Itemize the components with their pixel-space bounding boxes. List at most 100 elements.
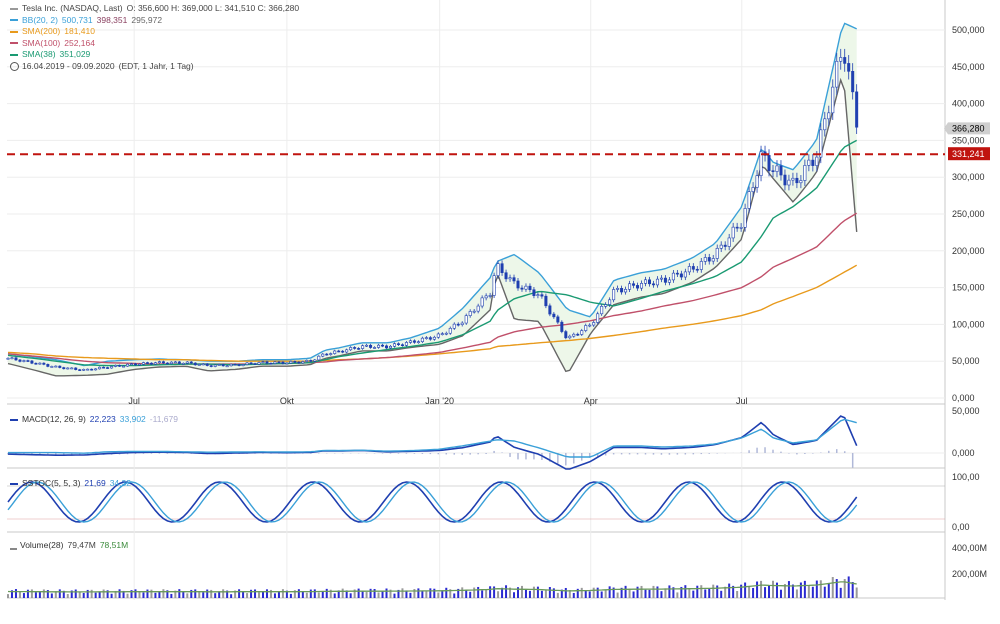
- volume-bar: [803, 580, 806, 598]
- volume-bar: [146, 589, 149, 598]
- volume-bar: [202, 592, 205, 598]
- price-candle: [432, 336, 436, 340]
- price-candle: [249, 362, 253, 365]
- price-candle: [691, 266, 695, 270]
- price-candle: [440, 333, 444, 335]
- price-candle: [201, 363, 205, 366]
- volume-bar: [564, 587, 567, 598]
- price-legend: Tesla Inc. (NASDAQ, Last) O: 356,600 H: 3…: [10, 3, 299, 72]
- price-candle: [34, 362, 38, 365]
- volume-bar: [86, 589, 89, 598]
- legend-sma38: SMA(38) 351,029: [10, 49, 299, 61]
- volume-bar: [772, 580, 774, 598]
- price-tick-label: 500,000: [952, 25, 985, 35]
- volume-bar: [138, 591, 141, 598]
- price-candle: [404, 342, 408, 346]
- price-candle: [727, 237, 731, 247]
- price-candle: [241, 364, 245, 366]
- bars-icon: [10, 541, 17, 551]
- price-candle: [377, 344, 381, 348]
- volume-bar: [254, 589, 257, 598]
- volume-bar: [417, 588, 420, 598]
- volume-bar: [142, 592, 145, 598]
- volume-bar: [676, 592, 679, 598]
- ohlc-values: O: 356,600 H: 369,000 L: 341,510 C: 366,…: [126, 3, 300, 13]
- volume-bar: [764, 587, 767, 598]
- price-candle: [564, 331, 568, 339]
- price-tick-label: 100,000: [952, 319, 985, 329]
- legend-sma200: SMA(200) 181,410: [10, 26, 299, 38]
- price-candle: [317, 355, 321, 361]
- price-candle: [118, 365, 122, 367]
- price-candle: [576, 333, 580, 336]
- sstoc-d-line: [7, 481, 858, 523]
- volume-bar: [692, 590, 695, 598]
- volume-bar: [787, 581, 790, 598]
- volume-bar: [823, 586, 826, 598]
- volume-bar: [453, 593, 456, 598]
- price-candle: [70, 367, 74, 370]
- volume-bar: [421, 591, 424, 598]
- volume-bar: [409, 592, 412, 598]
- time-tick-label: Apr: [584, 396, 598, 406]
- volume-bar: [728, 583, 731, 598]
- volume-bar: [66, 594, 69, 598]
- price-candle: [185, 361, 189, 364]
- volume-bar: [106, 590, 109, 598]
- price-candle: [659, 277, 663, 280]
- price-candle: [265, 361, 269, 364]
- price-candle: [743, 208, 747, 228]
- volume-bar: [799, 582, 802, 598]
- volume-bar: [397, 589, 400, 598]
- volume-tick-label: 400,00M: [952, 543, 987, 553]
- volume-bar: [752, 587, 755, 598]
- volume-bar: [293, 590, 296, 598]
- volume-bar: [473, 587, 476, 598]
- price-candle: [337, 350, 341, 353]
- price-candle: [22, 360, 26, 362]
- price-candle: [655, 278, 659, 286]
- volume-bar: [78, 591, 81, 598]
- volume-bar: [540, 590, 543, 598]
- volume-bar: [373, 588, 376, 598]
- volume-bar: [154, 592, 157, 598]
- price-candle: [807, 159, 811, 166]
- volume-bar: [536, 586, 539, 598]
- price-candle: [221, 364, 225, 367]
- volume-bar: [608, 586, 611, 598]
- volume-bar: [501, 587, 504, 598]
- price-candle: [480, 297, 484, 307]
- price-candle: [608, 299, 612, 305]
- volume-bar: [22, 593, 25, 598]
- instrument-row: Tesla Inc. (NASDAQ, Last) O: 356,600 H: 3…: [10, 3, 299, 15]
- volume-bar: [708, 588, 711, 598]
- sma100-line: [7, 212, 858, 365]
- volume-bar: [158, 591, 161, 598]
- price-candle: [520, 287, 524, 290]
- price-candle: [815, 156, 819, 166]
- price-candle: [679, 273, 683, 278]
- volume-bar: [839, 587, 842, 598]
- volume-bar: [262, 591, 264, 598]
- volume-bar: [110, 593, 113, 598]
- price-candle: [400, 344, 404, 346]
- price-candle: [86, 368, 90, 371]
- volume-bar: [640, 585, 643, 598]
- price-tick-label: 350,000: [952, 135, 985, 145]
- volume-bar: [560, 589, 563, 598]
- price-candle: [831, 86, 835, 114]
- price-candle: [687, 266, 691, 273]
- price-candle: [695, 268, 699, 271]
- macd-label: MACD(12, 26, 9) 22,223 33,902 -11,679: [10, 414, 178, 424]
- volume-bar: [222, 589, 225, 598]
- price-candle: [448, 327, 452, 334]
- price-candle: [536, 294, 540, 296]
- sstoc-label: SSTOC(5, 5, 3) 21,69 34,32: [10, 478, 131, 488]
- volume-bar: [277, 591, 280, 598]
- volume-bar: [449, 589, 452, 598]
- price-candle: [596, 313, 600, 323]
- price-candle: [843, 57, 847, 64]
- volume-bar: [720, 590, 723, 598]
- volume-bar: [556, 592, 559, 598]
